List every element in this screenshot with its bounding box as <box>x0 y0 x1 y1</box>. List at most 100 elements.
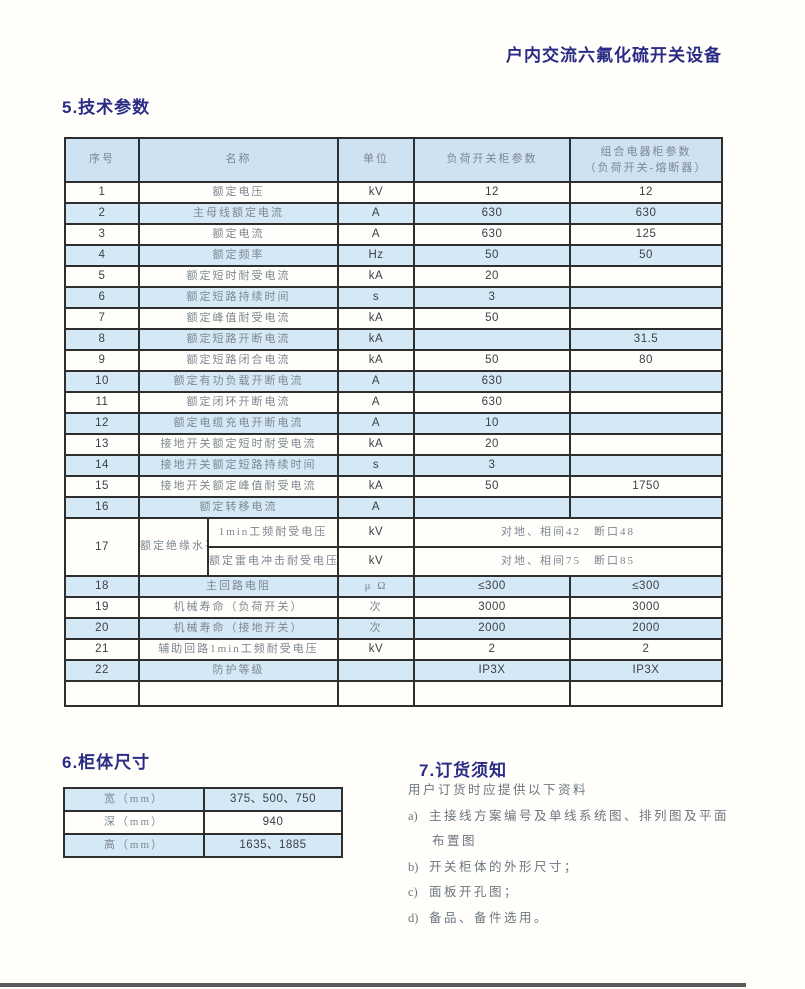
cell-no: 17 <box>64 517 140 577</box>
table-row: 8 额定短路开断电流 kA 31.5 <box>64 328 723 351</box>
header-cell-combo-line2: （负荷开关-熔断器） <box>584 162 708 174</box>
cell-unit: kA <box>337 265 415 288</box>
cell-no: 3 <box>64 223 140 246</box>
table-row: 13 接地开关额定短时耐受电流 kA 20 <box>64 433 723 456</box>
cell-name: 额定峰值耐受电流 <box>138 307 339 330</box>
cell-unit: s <box>337 454 415 477</box>
table-row: 4 额定频率 Hz 50 50 <box>64 244 723 267</box>
order-item-text: 面板开孔图； <box>429 885 520 899</box>
cell-combo-value: 50 <box>569 244 723 267</box>
cell-no: 12 <box>64 412 140 435</box>
cell-unit: kV <box>337 181 415 204</box>
table-row: 5 额定短时耐受电流 kA 20 <box>64 265 723 288</box>
cell-no: 10 <box>64 370 140 393</box>
cell-name: 额定电流 <box>138 223 339 246</box>
dimension-label-cell: 深（mm） <box>63 810 205 835</box>
cell-no: 4 <box>64 244 140 267</box>
cell-name: 额定短路开断电流 <box>138 328 339 351</box>
table-row: 6 额定短路持续时间 s 3 <box>64 286 723 309</box>
cell-combo-value: 3000 <box>569 596 723 619</box>
cell-no: 14 <box>64 454 140 477</box>
order-item: b) 开关柜体的外形尺寸； <box>408 855 793 881</box>
cell-unit <box>337 659 415 682</box>
cell-unit: A <box>337 202 415 225</box>
cell-load-value: 630 <box>413 202 571 225</box>
cell-load-value: IP3X <box>413 659 571 682</box>
table-row: 16 额定转移电流 A <box>64 496 723 519</box>
cell-name: 额定短时耐受电流 <box>138 265 339 288</box>
cell-merged-value: 对地、相间75 断口85 <box>413 546 723 577</box>
table-header-row: 序号 名称 单位 负荷开关柜参数 组合电器柜参数 （负荷开关-熔断器） <box>64 137 723 183</box>
table-row: 3 额定电流 A 630 125 <box>64 223 723 246</box>
cell-no: 2 <box>64 202 140 225</box>
cell-load-value: 20 <box>413 433 571 456</box>
cell-load-value: 630 <box>413 370 571 393</box>
dimension-value-cell: 1635、1885 <box>203 833 343 858</box>
section7-title: 7.订货须知 <box>419 761 508 780</box>
table-row <box>64 680 723 707</box>
section5-title: 5.技术参数 <box>62 98 151 117</box>
cell-combo-value: ≤300 <box>569 575 723 598</box>
cell-combo-value <box>569 454 723 477</box>
cell-name: 额定电缆充电开断电流 <box>138 412 339 435</box>
cell-name: 额定闭环开断电流 <box>138 391 339 414</box>
order-item-text: 备品、备件选用。 <box>429 910 550 925</box>
cell-unit: kV <box>337 546 415 577</box>
cell-no: 22 <box>64 659 140 682</box>
cell-load-value: 50 <box>413 349 571 372</box>
cell-name: 辅助回路1min工频耐受电压 <box>138 638 339 661</box>
footer-divider-bar <box>0 983 746 987</box>
table-row-insulation: 额定雷电冲击耐受电压 kV 对地、相间75 断口85 <box>65 546 723 577</box>
cabinet-dimensions-table: 宽（mm） 375、500、750 深（mm） 940 高（mm） 1635、1885 <box>63 787 343 858</box>
dimension-row: 宽（mm） 375、500、750 <box>63 787 343 812</box>
cell-load-value: 630 <box>413 223 571 246</box>
cell-no: 9 <box>64 349 140 372</box>
header-cell: 序号 <box>64 137 140 183</box>
cell-unit: kA <box>337 475 415 498</box>
cell-unit: kA <box>337 433 415 456</box>
cell-merged-value: 对地、相间42 断口48 <box>413 517 723 548</box>
cell-unit: A <box>337 496 415 519</box>
cell-name: 接地开关额定短路持续时间 <box>138 454 339 477</box>
cell-no: 15 <box>64 475 140 498</box>
cell-load-value: 3000 <box>413 596 571 619</box>
cell-load-value: 50 <box>413 244 571 267</box>
cell-no: 8 <box>64 328 140 351</box>
cell-name: 机械寿命（接地开关） <box>138 617 339 640</box>
cell-no: 19 <box>64 596 140 619</box>
cell-combo-value: IP3X <box>569 659 723 682</box>
order-item-text: 主接线方案编号及单线系统图、排列图及平面 <box>429 808 730 823</box>
order-item-text: 开关柜体的外形尺寸； <box>429 859 580 874</box>
order-item: d) 备品、备件选用。 <box>408 906 793 932</box>
cell-no: 11 <box>64 391 140 414</box>
ordering-notes-list: a) 主接线方案编号及单线系统图、排列图及平面 布置图 b) 开关柜体的外形尺寸； c) 面… <box>408 804 793 932</box>
table-row: 10 额定有功负载开断电流 A 630 <box>64 370 723 393</box>
cell-combo-value: 12 <box>569 181 723 204</box>
cell-combo-value <box>569 391 723 414</box>
cell-name: 额定有功负载开断电流 <box>138 370 339 393</box>
table-row: 2 主母线额定电流 A 630 630 <box>64 202 723 225</box>
cell-unit: A <box>337 391 415 414</box>
cell-name: 机械寿命（负荷开关） <box>138 596 339 619</box>
order-item: a) 主接线方案编号及单线系统图、排列图及平面 <box>408 804 793 830</box>
dimension-label-cell: 高（mm） <box>63 833 205 858</box>
order-item-marker: a) <box>408 808 418 823</box>
table-row: 22 防护等级 IP3X IP3X <box>64 659 723 682</box>
dimension-row: 高（mm） 1635、1885 <box>63 833 343 858</box>
cell-combo-value <box>569 265 723 288</box>
cell-load-value <box>413 496 571 519</box>
ordering-notes-section: 用户订货时应提供以下资料 a) 主接线方案编号及单线系统图、排列图及平面 布置图 b)… <box>408 778 793 931</box>
header-cell: 单位 <box>337 137 415 183</box>
cell-no: 16 <box>64 496 140 519</box>
dimension-row: 深（mm） 940 <box>63 810 343 835</box>
cell-combo-value: 31.5 <box>569 328 723 351</box>
cell-name: 主回路电阻 <box>138 575 339 598</box>
cell-load-value <box>413 328 571 351</box>
cell-load-value: ≤300 <box>413 575 571 598</box>
cell-unit: 次 <box>337 617 415 640</box>
cell-combo-value: 1750 <box>569 475 723 498</box>
cell-unit: μ Ω <box>337 575 415 598</box>
table-row: 18 主回路电阻 μ Ω ≤300 ≤300 <box>64 575 723 598</box>
header-cell: 负荷开关柜参数 <box>413 137 571 183</box>
